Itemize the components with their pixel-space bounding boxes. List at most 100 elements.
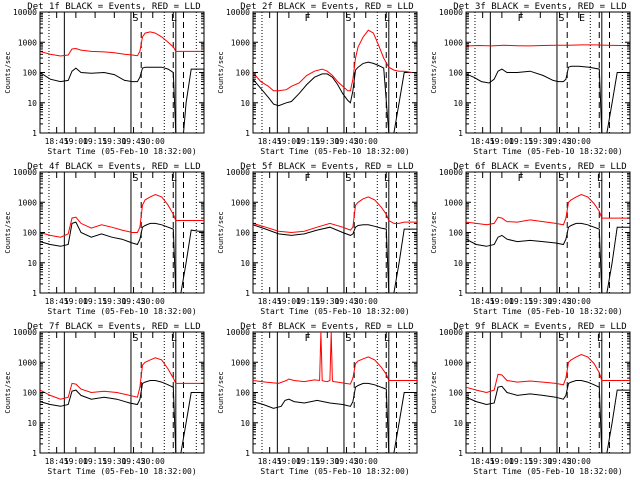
y-tick-label: 1	[458, 129, 463, 138]
y-tick-label: 100	[236, 69, 251, 78]
event-marker-l: L	[384, 333, 390, 344]
event-marker-s: S	[345, 333, 351, 344]
x-tick-label: 20:00	[354, 137, 378, 146]
y-tick-label: 100	[23, 229, 38, 238]
event-marker-s: S	[345, 13, 351, 24]
lld-series-line	[465, 353, 630, 394]
x-tick-label: 19:00	[64, 137, 88, 146]
x-tick-label: 19:15	[509, 297, 533, 306]
y-tick-label: 10	[240, 419, 250, 428]
x-tick-label: 19:45	[121, 457, 145, 466]
x-tick-label: 19:30	[315, 137, 339, 146]
y-tick-label: 100	[449, 229, 464, 238]
y-tick-label: 10000	[226, 328, 250, 337]
x-axis-label: Start Time (05-Feb-10 18:32:00)	[473, 307, 622, 316]
panel-det-7: Det 7f BLACK = Events, RED = LLD 1 10 100 10…	[4, 322, 205, 476]
y-axis-label: Counts/sec	[217, 51, 225, 93]
x-tick-label: 19:45	[547, 297, 571, 306]
x-tick-label: 18:45	[471, 137, 495, 146]
y-tick-label: 1000	[444, 358, 463, 367]
y-axis-label: Counts/sec	[430, 51, 438, 93]
event-marker-l: L	[171, 333, 177, 344]
y-tick-label: 1000	[444, 198, 463, 207]
event-marker-l: L	[384, 13, 390, 24]
panel-title: Det 2f BLACK = Events, RED = LLD	[240, 2, 413, 12]
x-tick-label: 19:45	[547, 457, 571, 466]
x-tick-label: 19:15	[83, 137, 107, 146]
events-series-line	[465, 222, 630, 294]
lld-series-line	[252, 29, 417, 92]
x-tick-label: 19:00	[490, 457, 514, 466]
x-axis-label: Start Time (05-Feb-10 18:32:00)	[260, 147, 409, 156]
x-tick-label: 19:30	[528, 297, 552, 306]
panel-det-2: Det 2f BLACK = Events, RED = LLD 1 10 100 10…	[217, 2, 418, 156]
x-tick-label: 19:45	[121, 297, 145, 306]
panel-title: Det 1f BLACK = Events, RED = LLD	[27, 2, 200, 12]
events-series-line	[465, 65, 630, 134]
y-tick-label: 100	[449, 69, 464, 78]
x-tick-label: 20:00	[354, 297, 378, 306]
x-tick-label: 18:45	[258, 137, 282, 146]
x-tick-label: 18:45	[258, 457, 282, 466]
y-tick-label: 100	[449, 389, 464, 398]
y-tick-label: 1000	[231, 198, 250, 207]
x-tick-label: 19:00	[490, 297, 514, 306]
x-axis-label: Start Time (05-Feb-10 18:32:00)	[260, 307, 409, 316]
lld-series-line	[252, 331, 417, 385]
panel-det-6: Det 6f BLACK = Events, RED = LLD 1 10 100 10…	[430, 162, 631, 316]
y-tick-label: 10	[27, 419, 37, 428]
events-series-line	[252, 61, 417, 134]
y-tick-label: 100	[23, 69, 38, 78]
panel-det-8: Det 8f BLACK = Events, RED = LLD 1 10 100 10…	[217, 322, 418, 476]
x-tick-label: 19:30	[528, 137, 552, 146]
y-tick-label: 100	[236, 389, 251, 398]
x-tick-label: 20:00	[567, 457, 591, 466]
event-marker-e: E	[579, 13, 585, 24]
y-axis-label: Counts/sec	[4, 371, 12, 413]
x-tick-label: 18:45	[258, 297, 282, 306]
event-marker-f: F	[517, 13, 523, 24]
event-marker-s: S	[558, 173, 564, 184]
x-tick-label: 19:30	[315, 297, 339, 306]
y-tick-label: 10000	[13, 328, 37, 337]
event-marker-s: S	[132, 13, 138, 24]
y-axis-label: Counts/sec	[217, 371, 225, 413]
x-tick-label: 19:45	[334, 137, 358, 146]
y-tick-label: 10	[27, 259, 37, 268]
events-series-line	[465, 380, 630, 454]
y-tick-label: 10000	[13, 168, 37, 177]
y-tick-label: 1000	[231, 38, 250, 47]
y-tick-label: 10	[453, 419, 463, 428]
y-tick-label: 1000	[444, 38, 463, 47]
event-marker-s: S	[558, 333, 564, 344]
event-marker-s: S	[345, 173, 351, 184]
event-marker-s: S	[132, 333, 138, 344]
x-tick-label: 18:45	[45, 457, 69, 466]
y-tick-label: 1	[458, 449, 463, 458]
x-tick-label: 19:00	[64, 457, 88, 466]
events-series-line	[252, 382, 417, 454]
x-tick-label: 19:15	[83, 457, 107, 466]
events-series-line	[252, 224, 417, 294]
x-axis-label: Start Time (05-Feb-10 18:32:00)	[47, 467, 196, 476]
lld-series-line	[465, 44, 630, 47]
panel-det-9: Det 9f BLACK = Events, RED = LLD 1 10 100 10…	[430, 322, 631, 476]
x-tick-label: 20:00	[567, 297, 591, 306]
event-marker-l: L	[171, 173, 177, 184]
panel-det-3: Det 3f BLACK = Events, RED = LLD 1 10 100 10…	[430, 2, 631, 156]
lld-series-line	[465, 193, 630, 226]
y-tick-label: 10	[27, 99, 37, 108]
x-tick-label: 20:00	[567, 137, 591, 146]
y-axis-label: Counts/sec	[430, 211, 438, 253]
y-tick-label: 10000	[439, 168, 463, 177]
x-tick-label: 19:00	[64, 297, 88, 306]
x-tick-label: 18:45	[45, 297, 69, 306]
event-marker-f: F	[304, 173, 310, 184]
event-marker-f: F	[304, 13, 310, 24]
event-marker-l: L	[597, 173, 603, 184]
x-tick-label: 20:00	[141, 457, 165, 466]
x-tick-label: 19:45	[334, 457, 358, 466]
x-tick-label: 19:30	[102, 457, 126, 466]
panel-title: Det 8f BLACK = Events, RED = LLD	[240, 322, 413, 332]
